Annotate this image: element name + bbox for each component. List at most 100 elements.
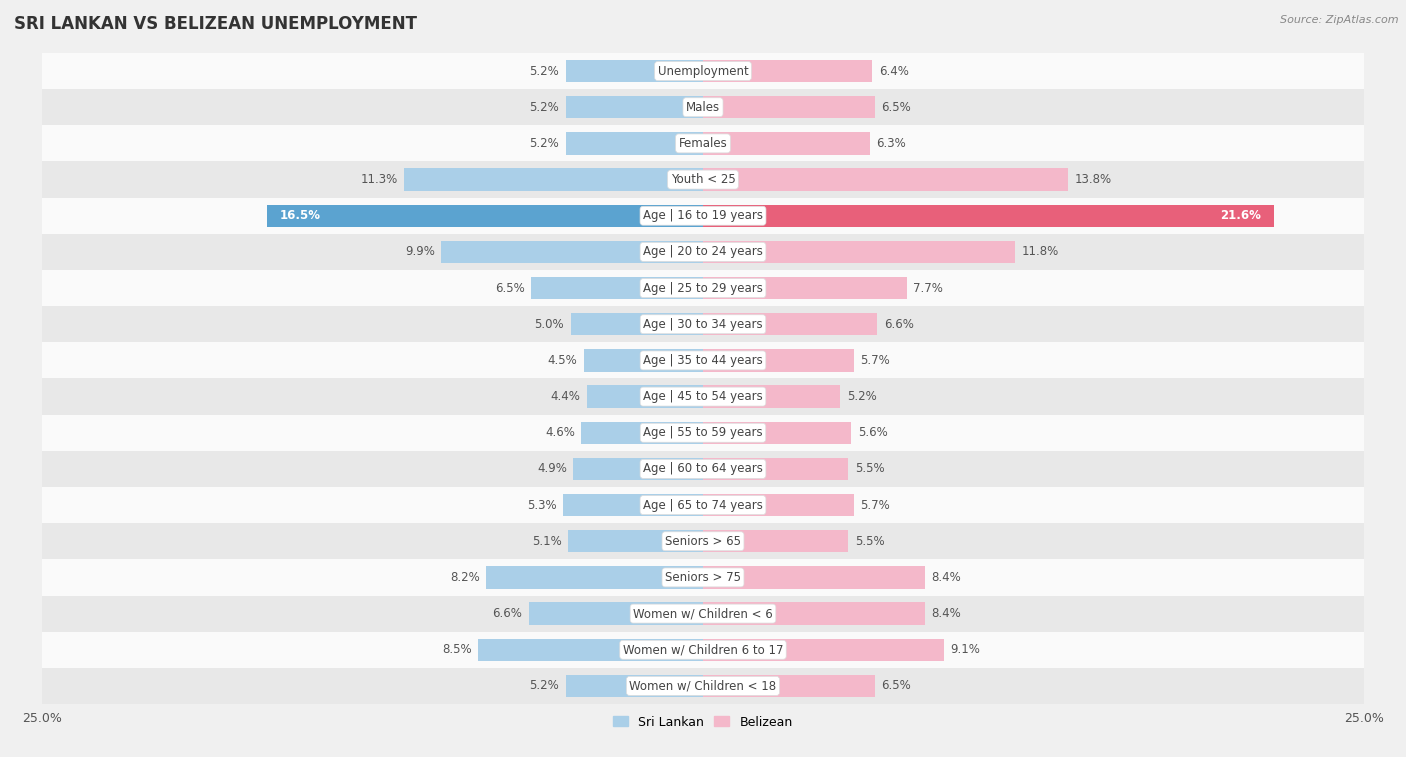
Text: Age | 65 to 74 years: Age | 65 to 74 years [643, 499, 763, 512]
Text: 6.6%: 6.6% [884, 318, 914, 331]
Text: Age | 35 to 44 years: Age | 35 to 44 years [643, 354, 763, 367]
Text: 21.6%: 21.6% [1220, 209, 1261, 223]
Bar [565, 96, 703, 118]
Bar [703, 96, 875, 118]
Text: 5.2%: 5.2% [529, 680, 560, 693]
Text: Seniors > 65: Seniors > 65 [665, 534, 741, 548]
Bar [703, 603, 925, 625]
Text: 5.2%: 5.2% [529, 101, 560, 114]
Bar [42, 378, 1364, 415]
Text: 6.4%: 6.4% [879, 64, 908, 77]
Text: 5.7%: 5.7% [860, 499, 890, 512]
Text: 8.5%: 8.5% [441, 643, 471, 656]
Bar [42, 161, 1364, 198]
Text: 9.1%: 9.1% [950, 643, 980, 656]
Text: 4.6%: 4.6% [546, 426, 575, 439]
Bar [703, 241, 1015, 263]
Bar [42, 668, 1364, 704]
Bar [42, 342, 1364, 378]
Bar [42, 559, 1364, 596]
Bar [42, 234, 1364, 270]
Text: 5.2%: 5.2% [529, 137, 560, 150]
Text: 8.2%: 8.2% [450, 571, 479, 584]
Text: 5.2%: 5.2% [529, 64, 560, 77]
Bar [703, 277, 907, 299]
Text: 4.9%: 4.9% [537, 463, 567, 475]
Bar [703, 674, 875, 697]
Text: 5.1%: 5.1% [531, 534, 561, 548]
Text: 4.4%: 4.4% [550, 390, 581, 403]
Text: 5.0%: 5.0% [534, 318, 564, 331]
Bar [42, 53, 1364, 89]
Text: 9.9%: 9.9% [405, 245, 434, 258]
Text: 5.5%: 5.5% [855, 534, 884, 548]
Text: Women w/ Children 6 to 17: Women w/ Children 6 to 17 [623, 643, 783, 656]
Text: 5.7%: 5.7% [860, 354, 890, 367]
Bar [42, 198, 1364, 234]
Text: 5.6%: 5.6% [858, 426, 887, 439]
Text: 6.5%: 6.5% [495, 282, 524, 294]
Text: Age | 55 to 59 years: Age | 55 to 59 years [643, 426, 763, 439]
Text: Age | 30 to 34 years: Age | 30 to 34 years [643, 318, 763, 331]
Text: 16.5%: 16.5% [280, 209, 321, 223]
Text: Age | 45 to 54 years: Age | 45 to 54 years [643, 390, 763, 403]
Text: Age | 60 to 64 years: Age | 60 to 64 years [643, 463, 763, 475]
Text: 5.2%: 5.2% [846, 390, 877, 403]
Legend: Sri Lankan, Belizean: Sri Lankan, Belizean [609, 711, 797, 734]
Text: Unemployment: Unemployment [658, 64, 748, 77]
Text: 8.4%: 8.4% [932, 607, 962, 620]
Bar [703, 422, 851, 444]
Bar [486, 566, 703, 589]
Bar [565, 132, 703, 154]
Bar [405, 168, 703, 191]
Bar [703, 168, 1067, 191]
Bar [42, 487, 1364, 523]
Text: 5.5%: 5.5% [855, 463, 884, 475]
Bar [582, 422, 703, 444]
Text: Youth < 25: Youth < 25 [671, 173, 735, 186]
Bar [565, 60, 703, 83]
Bar [42, 631, 1364, 668]
Bar [703, 639, 943, 661]
Bar [42, 523, 1364, 559]
Bar [531, 277, 703, 299]
Text: Age | 16 to 19 years: Age | 16 to 19 years [643, 209, 763, 223]
Text: Source: ZipAtlas.com: Source: ZipAtlas.com [1281, 15, 1399, 25]
Bar [583, 349, 703, 372]
Bar [703, 204, 1274, 227]
Text: Males: Males [686, 101, 720, 114]
Text: 7.7%: 7.7% [912, 282, 943, 294]
Text: 11.3%: 11.3% [360, 173, 398, 186]
Bar [562, 494, 703, 516]
Bar [703, 385, 841, 408]
Text: 4.5%: 4.5% [548, 354, 578, 367]
Bar [574, 458, 703, 480]
Bar [703, 458, 848, 480]
Text: 13.8%: 13.8% [1074, 173, 1112, 186]
Bar [478, 639, 703, 661]
Bar [529, 603, 703, 625]
Bar [703, 132, 869, 154]
Bar [703, 349, 853, 372]
Bar [42, 126, 1364, 161]
Bar [703, 530, 848, 553]
Bar [703, 494, 853, 516]
Text: 5.3%: 5.3% [527, 499, 557, 512]
Bar [703, 566, 925, 589]
Text: 6.5%: 6.5% [882, 680, 911, 693]
Bar [586, 385, 703, 408]
Bar [703, 313, 877, 335]
Text: 6.6%: 6.6% [492, 607, 522, 620]
Bar [571, 313, 703, 335]
Bar [565, 674, 703, 697]
Bar [42, 451, 1364, 487]
Text: Women w/ Children < 18: Women w/ Children < 18 [630, 680, 776, 693]
Text: Age | 25 to 29 years: Age | 25 to 29 years [643, 282, 763, 294]
Bar [42, 89, 1364, 126]
Text: Age | 20 to 24 years: Age | 20 to 24 years [643, 245, 763, 258]
Bar [267, 204, 703, 227]
Bar [703, 60, 872, 83]
Bar [568, 530, 703, 553]
Text: 6.5%: 6.5% [882, 101, 911, 114]
Text: 11.8%: 11.8% [1022, 245, 1059, 258]
